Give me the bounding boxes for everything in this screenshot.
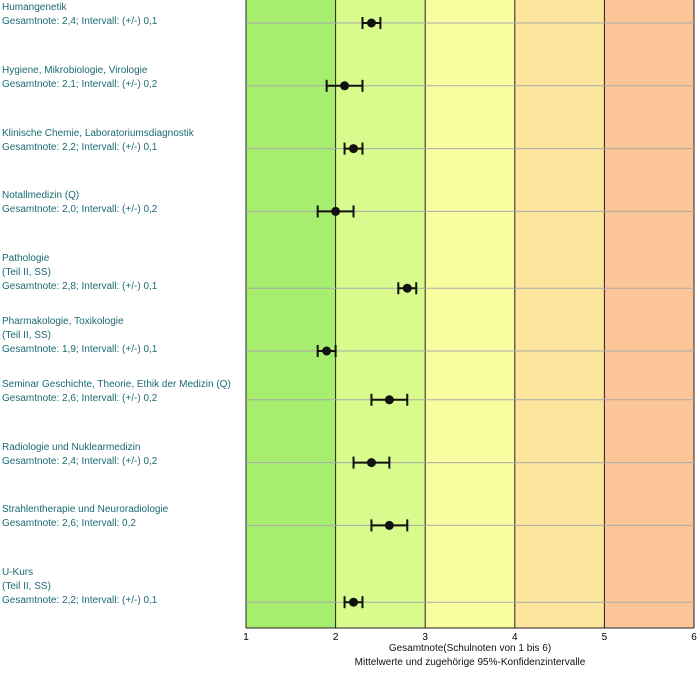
grade-band-4: [514, 0, 605, 628]
mean-point: [366, 18, 376, 28]
row-value-text: Gesamtnote: 2,4; Intervall: (+/-) 0,1: [2, 16, 158, 27]
grade-bands: [246, 0, 694, 628]
row-title-text: Notallmedizin (Q): [2, 190, 80, 202]
x-tick-label-1: 1: [243, 632, 249, 643]
row-label: Pathologie (Teil II, SS) Gesamtnote: 2,8; …: [2, 252, 157, 294]
grade-band-2: [335, 0, 426, 628]
horizontal-gridlines: [246, 22, 694, 603]
mean-point: [384, 520, 394, 530]
row-value-text: Gesamtnote: 2,8; Intervall: (+/-) 0,1: [2, 281, 158, 293]
mean-point: [349, 597, 359, 607]
grade-band-3: [425, 0, 515, 628]
row-value-text: Gesamtnote: 2,6; Intervall: (+/-) 0,2: [2, 392, 158, 404]
row-title-text: Pharmakologie, Toxikologie: [2, 316, 124, 327]
mean-point: [322, 346, 332, 356]
row-label: Notallmedizin (Q) Gesamtnote: 2,0; Interv…: [2, 189, 157, 217]
mean-point: [340, 81, 350, 91]
row-value-text: Gesamtnote: 2,4; Intervall: (+/-) 0,2: [2, 455, 158, 467]
row-label: Seminar Geschichte, Theorie, Ethik der M…: [2, 378, 231, 406]
row-title-text: (Teil II, SS): [2, 267, 51, 279]
row-label: Klinische Chemie, Laboratoriumsdiagnosti…: [2, 127, 194, 155]
row-title-text: Klinische Chemie, Laboratoriumsdiagnosti…: [2, 127, 194, 139]
x-tick-label-2: 2: [333, 632, 339, 643]
mean-point: [384, 395, 394, 405]
mean-point: [331, 206, 341, 216]
x-tick-label-6: 6: [691, 632, 697, 643]
row-label: Radiologie und Nuklearmedizin Gesamtnote:…: [2, 441, 157, 469]
row-value-text: Gesamtnote: 1,9; Intervall: (+/-) 0,1: [2, 344, 158, 355]
row-value-text: Gesamtnote: 2,0; Intervall: (+/-) 0,2: [2, 204, 158, 216]
mean-point: [402, 283, 412, 293]
row-title-text: Seminar Geschichte, Theorie, Ethik der M…: [2, 378, 231, 390]
x-axis-label: Gesamtnote(Schulnoten von 1 bis 6): [388, 643, 552, 654]
row-label: Hygiene, Mikrobiologie, Virologie Gesamtn…: [2, 64, 157, 92]
row-title-text: U-Kurs: [2, 567, 34, 579]
row-title-text: (Teil II, SS): [2, 330, 51, 341]
row-value-text: Gesamtnote: 2,2; Intervall: (+/-) 0,1: [2, 595, 158, 607]
row-value-text: Gesamtnote: 2,1; Intervall: (+/-) 0,2: [2, 78, 158, 90]
row-title-text: Hygiene, Mikrobiologie, Virologie: [2, 64, 148, 76]
row-title-text: Strahlentherapie und Neuroradiologie: [2, 504, 169, 516]
row-label: Strahlentherapie und Neuroradiologie Gesa…: [2, 503, 168, 531]
mean-point: [366, 458, 376, 468]
row-label: Humangenetik Gesamtnote: 2,4; Intervall: …: [2, 1, 157, 29]
x-tick-label-5: 5: [602, 632, 608, 643]
row-title-text: Humangenetik: [2, 2, 67, 13]
row-title-text: Radiologie und Nuklearmedizin: [2, 441, 141, 453]
row-value-text: Gesamtnote: 2,6; Intervall: 0,2: [2, 518, 136, 530]
data-marks: [316, 17, 418, 609]
row-label: Pharmakologie, Toxikologie (Teil II, SS) G…: [2, 315, 157, 357]
mean-point: [349, 144, 359, 154]
x-tick-label-3: 3: [422, 632, 428, 643]
row-title-text: Pathologie: [2, 253, 50, 265]
row-label: U-Kurs (Teil II, SS) Gesamtnote: 2,2; Inte…: [2, 566, 157, 608]
x-tick-label-4: 4: [512, 632, 518, 643]
chart-subtitle: Mittelwerte und zugehörige 95%-Konfidenz…: [354, 657, 586, 668]
grade-band-1: [246, 0, 336, 628]
row-value-text: Gesamtnote: 2,2; Intervall: (+/-) 0,1: [2, 141, 158, 153]
x-axis-ticks: 1 2 3 4 5 6: [243, 632, 697, 643]
row-labels: Humangenetik Gesamtnote: 2,4; Intervall: …: [0, 0, 248, 630]
row-title-text: (Teil II, SS): [2, 581, 51, 593]
grade-band-5: [604, 0, 694, 628]
vertical-gridlines: [245, 0, 695, 629]
